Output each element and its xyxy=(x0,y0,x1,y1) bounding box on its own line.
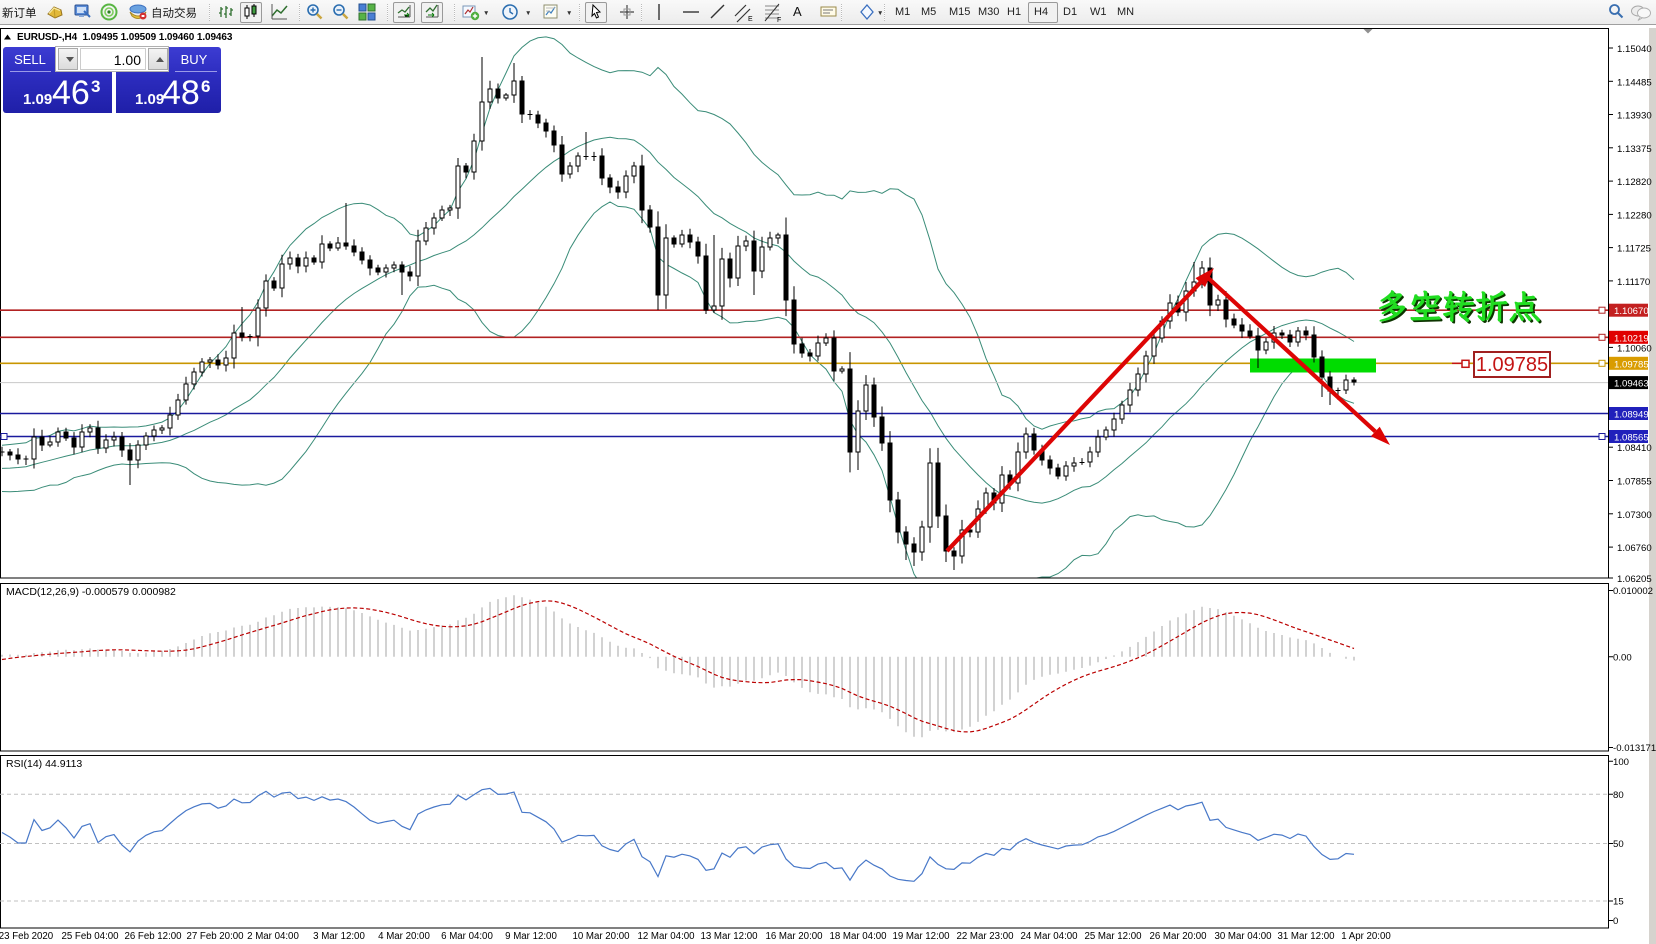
svg-text:1.06760: 1.06760 xyxy=(1617,543,1652,554)
svg-text:12 Mar 04:00: 12 Mar 04:00 xyxy=(637,931,695,942)
svg-text:1.13930: 1.13930 xyxy=(1617,111,1652,122)
svg-text:2 Mar 04:00: 2 Mar 04:00 xyxy=(247,931,299,942)
svg-text:23 Feb 2020: 23 Feb 2020 xyxy=(0,931,54,942)
svg-text:1.09785: 1.09785 xyxy=(1614,359,1649,370)
svg-text:1.15040: 1.15040 xyxy=(1617,44,1652,55)
svg-text:-0.013171: -0.013171 xyxy=(1613,743,1656,754)
svg-text:E: E xyxy=(748,16,753,23)
svg-text:1.12280: 1.12280 xyxy=(1617,210,1652,221)
svg-text:1.09785: 1.09785 xyxy=(1476,354,1548,376)
svg-text:19 Mar 12:00: 19 Mar 12:00 xyxy=(892,931,950,942)
svg-text:22 Mar 23:00: 22 Mar 23:00 xyxy=(956,931,1014,942)
svg-text:1.10060: 1.10060 xyxy=(1617,343,1652,354)
svg-text:1 Apr 20:00: 1 Apr 20:00 xyxy=(1341,931,1391,942)
svg-text:16 Mar 20:00: 16 Mar 20:00 xyxy=(765,931,823,942)
svg-text:1.10670: 1.10670 xyxy=(1614,306,1649,317)
svg-text:MACD(12,26,9) -0.000579 0.0009: MACD(12,26,9) -0.000579 0.000982 xyxy=(6,586,176,598)
svg-text:24 Mar 04:00: 24 Mar 04:00 xyxy=(1020,931,1078,942)
svg-text:0.010002: 0.010002 xyxy=(1613,586,1653,597)
svg-text:0: 0 xyxy=(1613,916,1618,927)
svg-text:25 Feb 04:00: 25 Feb 04:00 xyxy=(61,931,119,942)
svg-text:26 Mar 20:00: 26 Mar 20:00 xyxy=(1149,931,1207,942)
svg-text:F: F xyxy=(777,17,781,23)
svg-text:6 Mar 04:00: 6 Mar 04:00 xyxy=(441,931,493,942)
svg-text:1.08410: 1.08410 xyxy=(1617,443,1652,454)
svg-text:1.07300: 1.07300 xyxy=(1617,510,1652,521)
svg-text:1.10219: 1.10219 xyxy=(1614,333,1649,344)
svg-text:100: 100 xyxy=(1613,757,1629,768)
svg-text:25 Mar 12:00: 25 Mar 12:00 xyxy=(1084,931,1142,942)
svg-text:1.11725: 1.11725 xyxy=(1617,244,1651,255)
svg-text:1.07855: 1.07855 xyxy=(1617,477,1652,488)
svg-text:1.08949: 1.08949 xyxy=(1614,410,1649,421)
svg-text:30 Mar 04:00: 30 Mar 04:00 xyxy=(1214,931,1272,942)
svg-text:31 Mar 12:00: 31 Mar 12:00 xyxy=(1277,931,1335,942)
svg-text:18 Mar 04:00: 18 Mar 04:00 xyxy=(829,931,887,942)
svg-text:3 Mar 12:00: 3 Mar 12:00 xyxy=(313,931,365,942)
svg-text:10 Mar 20:00: 10 Mar 20:00 xyxy=(572,931,630,942)
svg-text:27 Feb 20:00: 27 Feb 20:00 xyxy=(186,931,244,942)
svg-text:RSI(14) 44.9113: RSI(14) 44.9113 xyxy=(6,758,82,770)
svg-text:1.06205: 1.06205 xyxy=(1617,574,1652,585)
svg-text:9 Mar 12:00: 9 Mar 12:00 xyxy=(505,931,557,942)
svg-text:80: 80 xyxy=(1613,790,1624,801)
svg-text:1.12820: 1.12820 xyxy=(1617,177,1652,188)
svg-text:0.00: 0.00 xyxy=(1613,653,1632,664)
svg-text:1.08565: 1.08565 xyxy=(1614,433,1649,444)
svg-text:50: 50 xyxy=(1613,839,1624,850)
svg-text:15: 15 xyxy=(1613,897,1624,908)
svg-text:1.14485: 1.14485 xyxy=(1617,77,1652,88)
svg-text:13 Mar 12:00: 13 Mar 12:00 xyxy=(700,931,758,942)
svg-text:1.11170: 1.11170 xyxy=(1617,277,1650,288)
svg-text:EURUSD-,H4 1.09495 1.09509 1.: EURUSD-,H4 1.09495 1.09509 1.09460 1.094… xyxy=(17,32,233,43)
svg-text:1.09463: 1.09463 xyxy=(1614,379,1649,390)
svg-text:1.13375: 1.13375 xyxy=(1617,144,1652,155)
svg-text:26 Feb 12:00: 26 Feb 12:00 xyxy=(124,931,182,942)
svg-text:4 Mar 20:00: 4 Mar 20:00 xyxy=(378,931,430,942)
